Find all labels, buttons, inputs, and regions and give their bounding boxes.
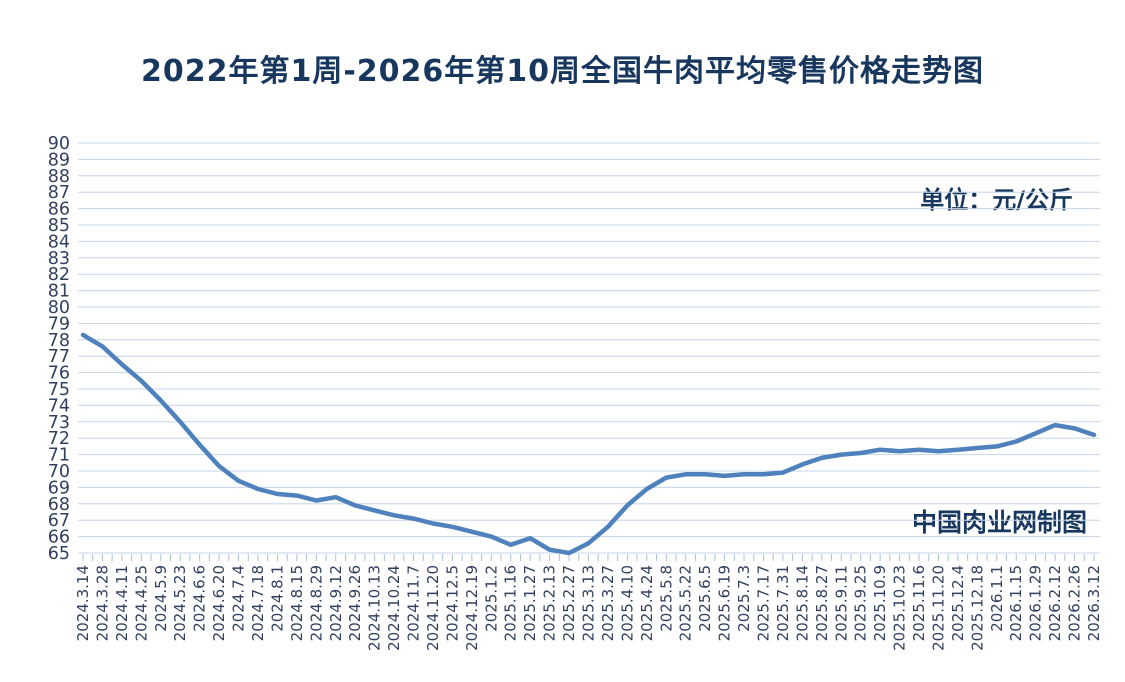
price-line-series [80, 332, 1097, 556]
x-axis-label: 2025.11.6 [910, 565, 928, 641]
x-axis-label: 2024.6.6 [191, 565, 209, 632]
x-axis-label: 2024.9.26 [346, 565, 364, 641]
x-axis-label: 2024.4.25 [132, 565, 150, 641]
x-axis-label: 2026.1.1 [988, 565, 1006, 632]
y-axis-label: 80 [48, 298, 70, 318]
x-axis-label: 2025.12.18 [968, 565, 986, 651]
x-axis-label: 2025.11.20 [929, 565, 947, 651]
x-axis-label: 2024.5.23 [171, 565, 189, 641]
x-axis-label: 2025.6.5 [696, 565, 714, 632]
unit-label: 单位：元/公斤 [920, 186, 1073, 214]
y-axis-label: 76 [48, 364, 70, 384]
x-axis-label: 2026.3.12 [1085, 565, 1103, 641]
y-axis-label: 69 [48, 478, 70, 498]
x-axis-label: 2024.7.4 [230, 565, 248, 632]
x-axis-label: 2025.4.24 [638, 565, 656, 641]
y-axis-label: 66 [48, 528, 70, 548]
y-axis-label: 78 [48, 331, 70, 351]
chart-title: 2022年第1周-2026年第10周全国牛肉平均零售价格走势图 [140, 54, 985, 89]
x-axis-label: 2025.8.14 [793, 565, 811, 641]
x-axis-label: 2025.3.27 [599, 565, 617, 641]
x-axis-label: 2025.4.10 [618, 565, 636, 641]
y-axis-label: 65 [48, 544, 70, 564]
x-axis-label: 2025.1.2 [482, 565, 500, 632]
x-axis-label: 2024.9.12 [327, 565, 345, 641]
x-axis-label: 2025.7.17 [754, 565, 772, 641]
x-axis-label: 2025.6.19 [716, 565, 734, 641]
x-axis-label: 2025.7.31 [774, 565, 792, 641]
y-axis-label: 67 [48, 511, 70, 531]
y-axis-label: 75 [48, 380, 70, 400]
y-axis-label: 77 [48, 347, 70, 367]
x-axis-label: 2024.12.19 [463, 565, 481, 651]
x-axis-label: 2024.10.13 [366, 565, 384, 651]
x-axis-label: 2024.4.11 [113, 565, 131, 641]
x-axis-label: 2024.10.24 [385, 565, 403, 651]
x-axis-label: 2025.9.25 [852, 565, 870, 641]
x-axis-label: 2025.5.8 [657, 565, 675, 632]
x-axis-label: 2025.10.9 [871, 565, 889, 641]
y-axis-label: 84 [48, 232, 70, 252]
y-axis-label: 71 [48, 446, 70, 466]
y-axis-label: 74 [48, 396, 70, 416]
x-axis-label: 2024.6.20 [210, 565, 228, 641]
watermark-source-label: 中国肉业网制图 [911, 508, 1087, 537]
x-axis-label: 2026.2.26 [1066, 565, 1084, 641]
x-axis-label: 2024.3.28 [93, 565, 111, 641]
y-axis-label: 82 [48, 265, 70, 285]
x-axis-label: 2025.1.27 [521, 565, 539, 641]
y-axis-label: 73 [48, 413, 70, 433]
x-axis-label: 2025.3.13 [580, 565, 598, 641]
x-axis-label: 2024.8.29 [307, 565, 325, 641]
y-axis-label: 68 [48, 495, 70, 515]
x-axis-label: 2024.8.1 [268, 565, 286, 632]
x-axis-label: 2025.2.13 [541, 565, 559, 641]
x-axis-label: 2024.12.5 [443, 565, 461, 641]
x-axis-label: 2025.2.27 [560, 565, 578, 641]
y-axis-label: 72 [48, 429, 70, 449]
x-axis-label: 2026.1.29 [1027, 565, 1045, 641]
x-axis-label: 2024.8.15 [288, 565, 306, 641]
x-axis-label: 2025.5.22 [677, 565, 695, 641]
y-axis-label: 87 [48, 183, 70, 203]
y-axis-label: 83 [48, 249, 70, 269]
x-axis-label: 2024.11.7 [405, 565, 423, 641]
y-axis-label: 81 [48, 282, 70, 302]
y-axis-label: 79 [48, 314, 70, 334]
y-axis-label: 86 [48, 200, 70, 220]
x-axis-label: 2024.11.20 [424, 565, 442, 651]
x-axis-label: 2024.5.9 [152, 565, 170, 632]
y-axis-label: 70 [48, 462, 70, 482]
y-axis-label: 89 [48, 150, 70, 170]
y-axis-label: 85 [48, 216, 70, 236]
x-axis-label: 2026.2.12 [1046, 565, 1064, 641]
y-axis-label: 88 [48, 167, 70, 187]
x-axis-label: 2026.1.15 [1007, 565, 1025, 641]
x-axis-label: 2025.1.16 [502, 565, 520, 641]
x-axis-label: 2024.7.18 [249, 565, 267, 641]
x-axis-label: 2025.10.23 [891, 565, 909, 651]
x-axis-label: 2025.8.27 [813, 565, 831, 641]
y-axis-label: 90 [48, 134, 70, 154]
x-axis-label: 2024.3.14 [74, 565, 92, 641]
x-axis-label: 2025.12.4 [949, 565, 967, 641]
x-axis-label: 2025.7.3 [735, 565, 753, 632]
x-axis-label: 2025.9.11 [832, 565, 850, 641]
